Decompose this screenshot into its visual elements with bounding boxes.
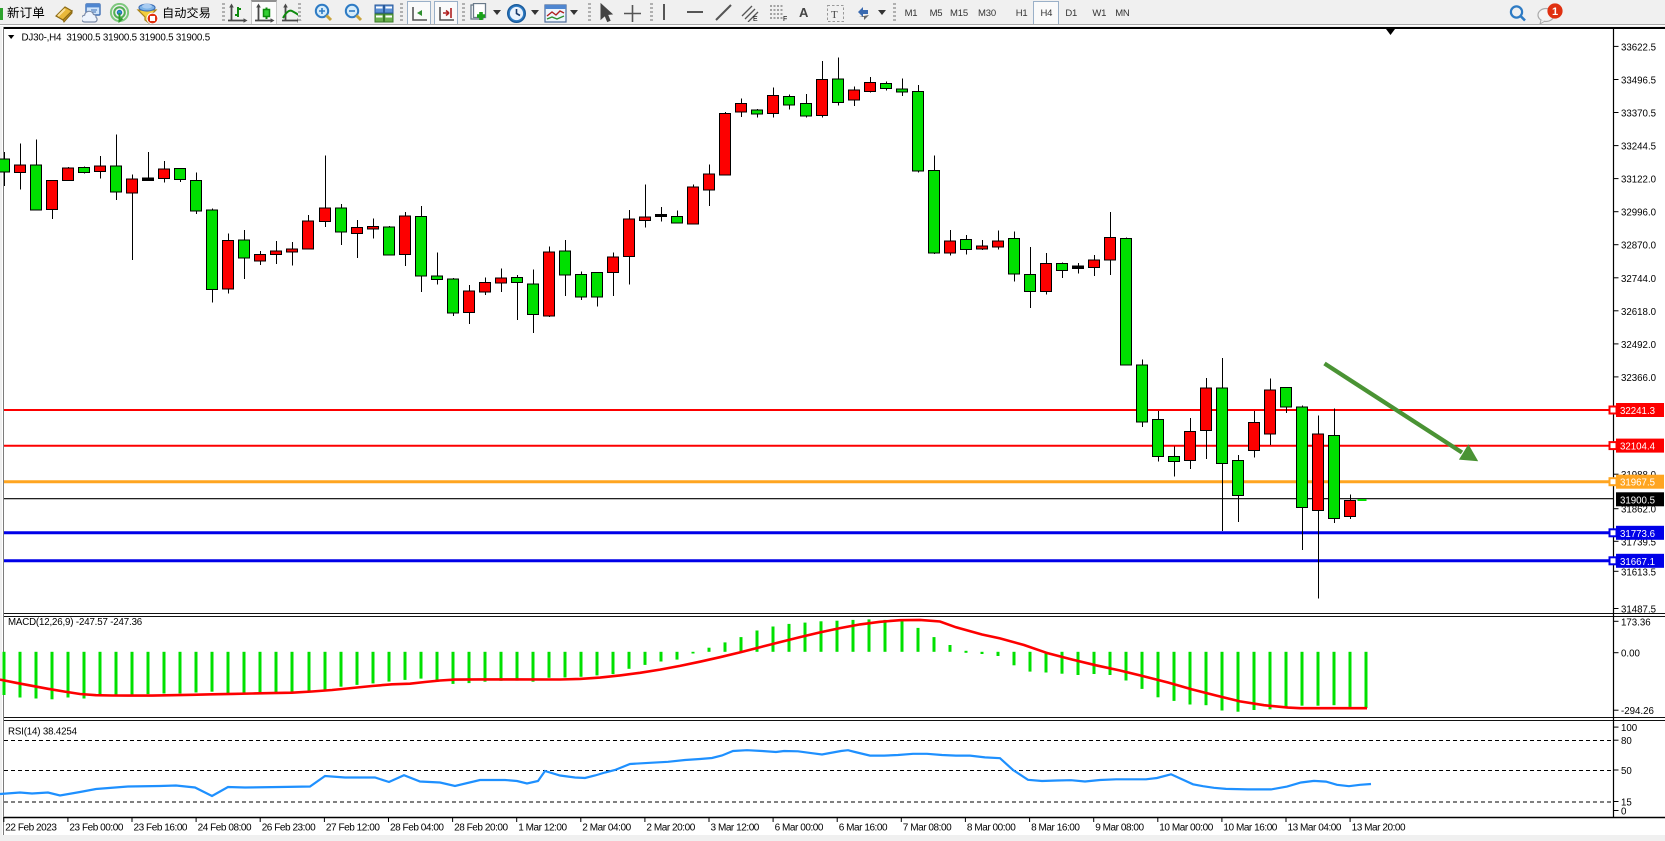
svg-text:32366.0: 32366.0 <box>1621 373 1657 384</box>
svg-text:33496.5: 33496.5 <box>1621 76 1656 87</box>
svg-text:31900.5: 31900.5 <box>1620 495 1655 506</box>
svg-text:31613.5: 31613.5 <box>1621 567 1656 578</box>
svg-text:28 Feb 04:00: 28 Feb 04:00 <box>390 823 444 834</box>
svg-text:0.00: 0.00 <box>1621 649 1640 660</box>
svg-text:6 Mar 16:00: 6 Mar 16:00 <box>839 823 888 834</box>
svg-text:100: 100 <box>1621 723 1638 734</box>
svg-text:F: F <box>783 16 787 22</box>
svg-text:1: 1 <box>1552 6 1558 18</box>
svg-text:0: 0 <box>1621 807 1627 818</box>
svg-text:32996.0: 32996.0 <box>1621 208 1657 219</box>
svg-text:2 Mar 04:00: 2 Mar 04:00 <box>582 823 631 834</box>
svg-text:32618.0: 32618.0 <box>1621 307 1657 318</box>
svg-text:-294.26: -294.26 <box>1621 706 1654 717</box>
svg-text:33244.5: 33244.5 <box>1621 142 1656 153</box>
svg-text:33370.5: 33370.5 <box>1621 109 1656 120</box>
svg-text:173.36: 173.36 <box>1621 617 1651 628</box>
svg-text:24 Feb 08:00: 24 Feb 08:00 <box>198 823 252 834</box>
svg-text:8 Mar 00:00: 8 Mar 00:00 <box>967 823 1016 834</box>
svg-text:32492.0: 32492.0 <box>1621 340 1657 351</box>
svg-text:28 Feb 20:00: 28 Feb 20:00 <box>454 823 508 834</box>
svg-text:31667.1: 31667.1 <box>1620 557 1655 568</box>
svg-text:2 Mar 20:00: 2 Mar 20:00 <box>646 823 695 834</box>
svg-text:MACD(12,26,9) -247.57 -247.36: MACD(12,26,9) -247.57 -247.36 <box>8 617 142 628</box>
svg-text:E: E <box>753 16 758 22</box>
svg-text:RSI(14) 38.4254: RSI(14) 38.4254 <box>8 727 78 738</box>
svg-text:DJ30-,H4 31900.5 31900.5 3190: DJ30-,H4 31900.5 31900.5 31900.5 31900.5 <box>22 33 211 44</box>
svg-text:7 Mar 08:00: 7 Mar 08:00 <box>903 823 952 834</box>
svg-text:26 Feb 23:00: 26 Feb 23:00 <box>262 823 316 834</box>
svg-text:31487.5: 31487.5 <box>1621 605 1656 616</box>
svg-text:T: T <box>831 9 838 21</box>
svg-text:33622.5: 33622.5 <box>1621 42 1656 53</box>
svg-text:3 Mar 12:00: 3 Mar 12:00 <box>711 823 760 834</box>
svg-text:10 Mar 16:00: 10 Mar 16:00 <box>1223 823 1277 834</box>
svg-text:8 Mar 16:00: 8 Mar 16:00 <box>1031 823 1080 834</box>
svg-text:31862.0: 31862.0 <box>1621 505 1657 516</box>
svg-text:32744.0: 32744.0 <box>1621 274 1657 285</box>
svg-text:6 Mar 00:00: 6 Mar 00:00 <box>775 823 824 834</box>
svg-text:31967.5: 31967.5 <box>1620 478 1655 489</box>
svg-text:13 Mar 04:00: 13 Mar 04:00 <box>1288 823 1342 834</box>
svg-text:32241.3: 32241.3 <box>1620 406 1655 417</box>
svg-text:1 Mar 12:00: 1 Mar 12:00 <box>518 823 567 834</box>
svg-text:23 Feb 16:00: 23 Feb 16:00 <box>134 823 188 834</box>
svg-text:9 Mar 08:00: 9 Mar 08:00 <box>1095 823 1144 834</box>
svg-text:50: 50 <box>1621 766 1632 777</box>
svg-text:80: 80 <box>1621 736 1632 747</box>
svg-text:22 Feb 2023: 22 Feb 2023 <box>5 823 57 834</box>
svg-text:15: 15 <box>1621 798 1632 809</box>
svg-text:32104.4: 32104.4 <box>1620 442 1656 453</box>
svg-text:31773.6: 31773.6 <box>1620 529 1655 540</box>
svg-text:23 Feb 00:00: 23 Feb 00:00 <box>69 823 123 834</box>
svg-text:13 Mar 20:00: 13 Mar 20:00 <box>1352 823 1406 834</box>
svg-text:27 Feb 12:00: 27 Feb 12:00 <box>326 823 380 834</box>
svg-text:32870.0: 32870.0 <box>1621 241 1657 252</box>
svg-text:10 Mar 00:00: 10 Mar 00:00 <box>1159 823 1213 834</box>
svg-text:31739.5: 31739.5 <box>1621 537 1656 548</box>
svg-text:33122.0: 33122.0 <box>1621 175 1657 186</box>
